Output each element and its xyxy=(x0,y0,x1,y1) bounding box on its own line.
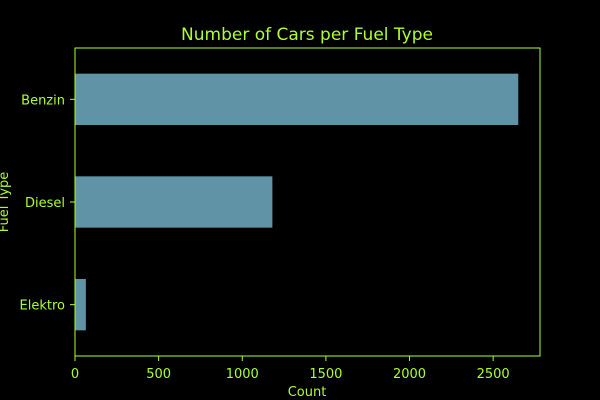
y-tick-label: Benzin xyxy=(21,93,65,108)
bar-elektro xyxy=(75,279,86,331)
x-axis-ticks: 0 500 1000 1500 2000 2500 xyxy=(71,356,510,382)
y-axis-label: Fuel Type xyxy=(0,172,12,233)
bar-benzin xyxy=(75,73,519,125)
y-axis-ticks: Benzin Diesel Elektro xyxy=(20,93,75,314)
x-tick-label: 2000 xyxy=(393,367,426,382)
bars-group xyxy=(75,73,519,331)
y-tick-label: Diesel xyxy=(25,196,65,211)
x-tick-label: 500 xyxy=(146,367,171,382)
x-tick-label: 1500 xyxy=(309,367,342,382)
y-tick-label: Elektro xyxy=(20,299,66,314)
x-tick-label: 1000 xyxy=(226,367,259,382)
chart-title: Number of Cars per Fuel Type xyxy=(181,25,433,45)
x-tick-label: 2500 xyxy=(477,367,510,382)
x-tick-label: 0 xyxy=(71,367,79,382)
bar-diesel xyxy=(75,176,273,228)
x-axis-label: Count xyxy=(288,385,327,400)
